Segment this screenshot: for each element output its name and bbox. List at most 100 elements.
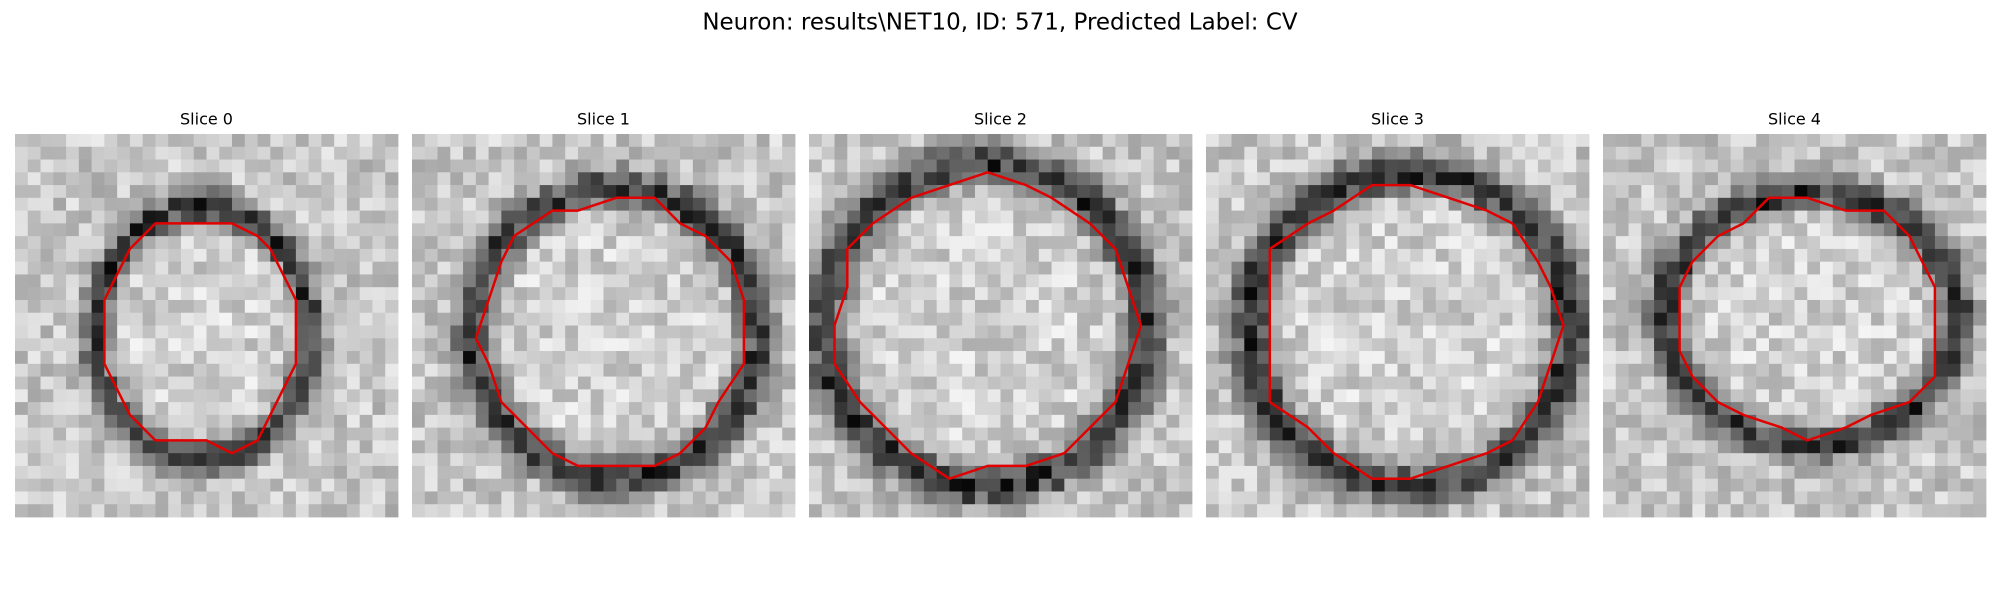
image-pixel	[949, 453, 963, 467]
image-pixel	[142, 376, 156, 390]
image-pixel	[206, 351, 220, 365]
image-pixel	[372, 146, 386, 160]
image-pixel	[1692, 223, 1706, 237]
image-pixel	[91, 504, 105, 518]
image-pixel	[514, 440, 528, 454]
image-pixel	[1705, 261, 1719, 275]
image-pixel	[974, 351, 989, 365]
image-pixel	[1730, 210, 1744, 224]
image-pixel	[219, 197, 233, 211]
image-pixel	[359, 299, 373, 314]
image-pixel	[1858, 146, 1872, 160]
image-pixel	[1269, 146, 1283, 160]
image-pixel	[1295, 287, 1309, 301]
image-pixel	[1794, 363, 1808, 377]
image-pixel	[809, 197, 823, 211]
image-pixel	[1320, 248, 1335, 263]
image-pixel	[1973, 427, 1987, 441]
image-pixel	[206, 491, 220, 505]
image-pixel	[1615, 236, 1629, 250]
image-pixel	[385, 389, 399, 403]
image-pixel	[424, 440, 438, 454]
image-pixel	[450, 210, 464, 224]
image-pixel	[180, 223, 195, 237]
image-pixel	[1679, 402, 1693, 416]
image-pixel	[1384, 172, 1398, 186]
image-pixel	[1244, 299, 1258, 314]
image-pixel	[412, 299, 426, 314]
image-pixel	[1525, 338, 1539, 352]
image-pixel	[1756, 325, 1770, 339]
image-pixel	[129, 159, 144, 173]
image-pixel	[1115, 312, 1129, 326]
image-pixel	[1153, 414, 1167, 429]
image-pixel	[1448, 389, 1462, 403]
image-pixel	[1026, 312, 1040, 326]
image-pixel	[743, 134, 758, 148]
image-pixel	[40, 389, 54, 403]
image-pixel	[1231, 325, 1245, 339]
image-pixel	[1013, 453, 1027, 467]
image-pixel	[885, 248, 899, 263]
image-pixel	[1537, 440, 1552, 454]
image-pixel	[1102, 287, 1116, 301]
image-pixel	[53, 236, 67, 250]
image-pixel	[501, 159, 515, 173]
image-pixel	[450, 223, 464, 237]
image-pixel	[590, 274, 604, 288]
image-pixel	[53, 159, 67, 173]
image-pixel	[424, 172, 438, 186]
image-pixel	[1960, 402, 1974, 416]
image-pixel	[1603, 261, 1617, 275]
image-pixel	[1320, 274, 1335, 288]
image-pixel	[885, 312, 899, 326]
image-pixel	[1410, 134, 1424, 148]
image-pixel	[155, 338, 169, 352]
image-pixel	[193, 453, 207, 467]
image-pixel	[1692, 185, 1706, 199]
image-pixel	[782, 159, 796, 173]
image-pixel	[1000, 287, 1014, 301]
image-pixel	[1832, 351, 1846, 365]
image-pixel	[1359, 159, 1373, 173]
image-pixel	[1397, 312, 1411, 326]
image-pixel	[987, 185, 1001, 199]
image-pixel	[667, 172, 681, 186]
image-pixel	[936, 402, 950, 416]
image-pixel	[911, 287, 925, 301]
image-pixel	[27, 325, 41, 339]
image-pixel	[872, 248, 886, 263]
image-pixel	[1115, 478, 1129, 492]
image-pixel	[1756, 261, 1770, 275]
image-pixel	[1486, 453, 1501, 467]
image-pixel	[308, 248, 322, 263]
image-pixel	[295, 223, 310, 237]
image-pixel	[359, 325, 373, 339]
image-pixel	[1820, 159, 1834, 173]
image-pixel	[680, 427, 694, 441]
image-pixel	[1486, 287, 1501, 301]
image-pixel	[1499, 274, 1513, 288]
image-pixel	[1641, 261, 1655, 275]
image-pixel	[193, 159, 207, 173]
image-pixel	[91, 402, 105, 416]
image-pixel	[1807, 172, 1821, 186]
image-pixel	[526, 414, 541, 429]
image-pixel	[1410, 414, 1424, 429]
image-pixel	[1435, 389, 1449, 403]
image-pixel	[321, 287, 335, 301]
image-pixel	[1295, 299, 1309, 314]
image-pixel	[372, 325, 386, 339]
image-pixel	[1781, 478, 1795, 492]
image-pixel	[514, 363, 528, 377]
image-pixel	[180, 274, 195, 288]
image-pixel	[450, 338, 464, 352]
image-pixel	[1705, 248, 1719, 263]
image-pixel	[1384, 389, 1398, 403]
image-pixel	[1525, 223, 1539, 237]
image-pixel	[629, 453, 643, 467]
image-pixel	[1153, 338, 1167, 352]
image-pixel	[1909, 325, 1923, 339]
image-pixel	[321, 376, 335, 390]
image-pixel	[372, 389, 386, 403]
